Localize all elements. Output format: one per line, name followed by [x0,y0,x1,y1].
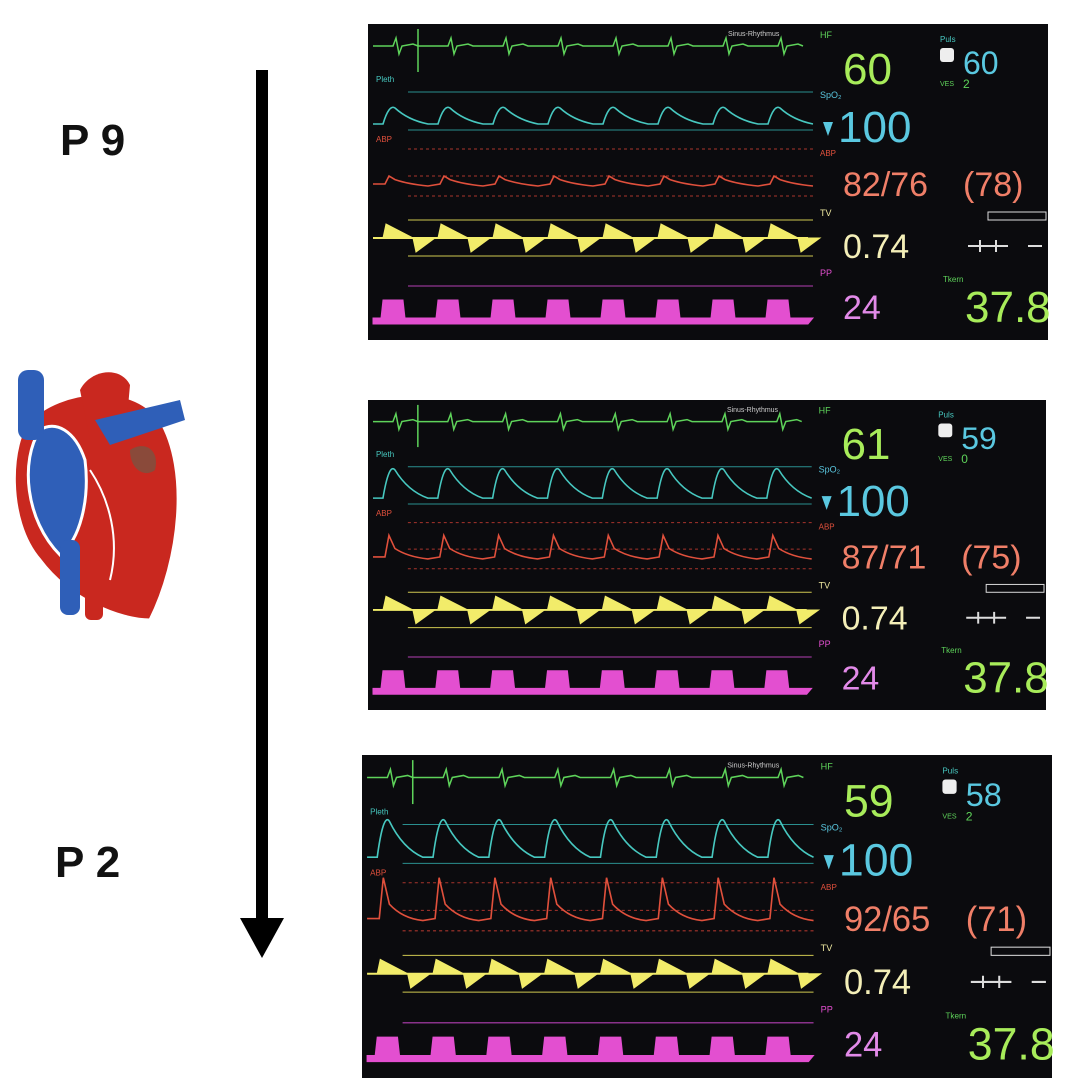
spo2-icon [823,122,833,136]
spo2-value: 100 [838,103,911,152]
hr-value: 61 [842,421,891,469]
heart-illustration [12,370,185,622]
abp-value: 87/71 [842,540,927,577]
ecg-wave [373,35,804,57]
monitor: Sinus-Rhythmus Pleth ABP HF 61 Puls 59 VES 0 SpO₂… [368,400,1049,710]
ecg-wave [372,411,802,433]
ves-label: VES [938,456,952,463]
abp-mean-value: (75) [961,540,1021,577]
hr-label: HF [819,406,832,416]
pp-label: PP [821,1005,833,1015]
spo2-label: SpO₂ [820,90,842,100]
spo2-label: SpO₂ [821,823,843,833]
ves-value: 2 [963,77,970,91]
pp-label: PP [820,268,832,278]
pleth-label: Pleth [376,75,394,84]
resp-indicator [970,975,1046,989]
monitor-screen [362,755,1052,1078]
pulse-icon [942,779,957,794]
arrow-head [240,918,284,958]
spo2-label: SpO₂ [819,465,841,475]
tv-label: TV [819,580,831,590]
tv-label: TV [821,943,834,953]
abp-value: 92/65 [844,901,930,939]
abp-label: ABP [376,135,392,144]
abp-wave [372,532,812,560]
monitor-screen [368,400,1046,710]
tv-value: 0.74 [844,964,911,1002]
temp-value: 37.8 [963,655,1048,703]
monitor-screen [368,24,1048,340]
temp-label: Tkern [945,1012,966,1021]
hr-value: 59 [844,776,894,826]
pp-value: 24 [843,289,881,327]
pp-value: 24 [844,1026,882,1064]
tv-value: 0.74 [842,601,908,638]
temp-value: 37.8 [965,283,1051,332]
abp-wave [373,174,814,187]
pulse-label: Puls [942,766,958,775]
abp-mean-value: (71) [966,901,1027,939]
temp-label: Tkern [943,275,963,284]
flow-wave [372,670,813,695]
abp-label-right: ABP [819,523,835,532]
ves-value: 0 [961,452,968,466]
pp-label: PP [819,639,831,649]
abp-mean-value: (78) [963,166,1023,204]
tv-label: TV [820,208,832,218]
pleth-label: Pleth [370,807,388,816]
monitor: Sinus-Rhythmus Pleth ABP HF 59 Puls 58 VES 2 SpO₂… [362,755,1055,1078]
monitor: Sinus-Rhythmus Pleth ABP HF 60 Puls 60 VES 2 SpO₂… [368,24,1051,340]
temp-value: 37.8 [968,1019,1055,1069]
flow-wave [372,299,815,325]
pleth-wave [372,467,812,499]
spo2-icon [823,855,834,870]
abp-wave [367,877,814,922]
label-bottom: P 2 [55,838,120,887]
rhythm-label: Sinus-Rhythmus [728,31,780,38]
pleth-label: Pleth [376,450,394,459]
spo2-value: 100 [837,478,910,526]
status-box [987,211,1047,221]
pulse-icon [940,48,954,62]
resp-indicator [966,611,1041,624]
status-box [985,583,1045,593]
label-top: P 9 [60,116,125,165]
pleth-wave [367,819,814,859]
pulse-label: Puls [940,35,956,44]
spo2-value: 100 [839,835,913,885]
abp-label: ABP [370,869,386,878]
pulse-label: Puls [938,411,954,420]
pleth-wave [373,106,814,125]
abp-label-right: ABP [821,883,837,892]
spo2-icon [821,496,832,510]
ves-label: VES [942,812,956,820]
hr-label: HF [821,761,834,771]
rhythm-label: Sinus-Rhythmus [727,407,779,414]
status-box [990,946,1051,956]
pulse-value: 58 [966,777,1002,813]
pulse-value: 60 [963,45,999,81]
ecg-wave [367,766,804,789]
pp-value: 24 [842,661,880,698]
rhythm-label: Sinus-Rhythmus [727,761,779,769]
hr-value: 60 [843,45,892,94]
pulse-icon [938,423,953,438]
ves-label: VES [940,81,954,88]
tv-value: 0.74 [843,228,909,266]
ves-value: 2 [966,809,973,823]
pulse-value: 59 [961,420,996,456]
abp-label: ABP [376,509,392,518]
temp-label: Tkern [941,646,961,655]
flow-wave [366,1036,815,1063]
abp-value: 82/76 [843,166,928,204]
resp-indicator [968,240,1042,252]
abp-label-right: ABP [820,149,836,158]
hr-label: HF [820,30,832,40]
